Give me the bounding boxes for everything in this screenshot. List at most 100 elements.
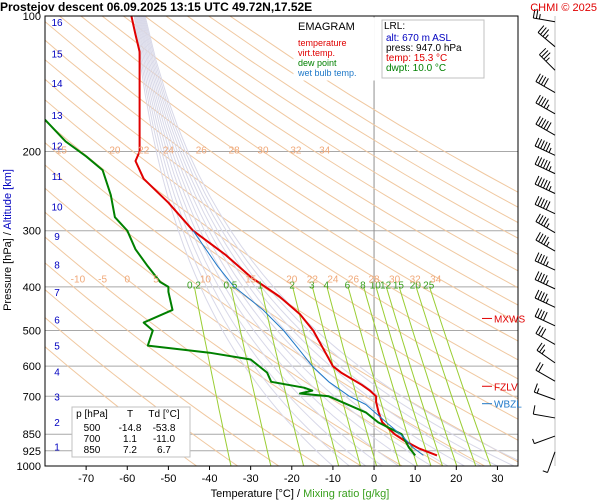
mixing-ratio-line bbox=[230, 286, 272, 466]
mixing-ratio-line bbox=[326, 286, 378, 466]
wind-barb bbox=[534, 175, 556, 194]
moist-adiabat bbox=[137, 16, 399, 466]
level-label-fzlv: FZLV bbox=[494, 382, 518, 393]
adiabat-label: 32 bbox=[410, 274, 422, 285]
x-axis-title-separator: / bbox=[294, 488, 303, 500]
dry-adiabat bbox=[45, 211, 403, 466]
pressure-tick-label: 100 bbox=[23, 11, 41, 23]
x-tick-label: -10 bbox=[325, 473, 341, 485]
lrl-line: alt: 670 m ASL bbox=[386, 33, 451, 44]
moist-adiabat bbox=[142, 16, 498, 466]
adiabat-label: 15 bbox=[245, 274, 257, 285]
wind-barb bbox=[534, 271, 556, 290]
dry-adiabat bbox=[80, 16, 518, 306]
moist-adiabat bbox=[136, 16, 383, 466]
pressure-tick-label: 600 bbox=[23, 361, 41, 373]
legend-box bbox=[293, 17, 375, 81]
dry-adiabat bbox=[187, 16, 518, 224]
mixing-ratio-label: 10 bbox=[370, 280, 382, 291]
adiabat-label: 20 bbox=[286, 274, 298, 285]
table-cell: 6.7 bbox=[157, 445, 171, 456]
wind-barb bbox=[533, 383, 556, 401]
wind-barb bbox=[534, 289, 556, 308]
lrl-box bbox=[381, 19, 485, 79]
adiabat-label-upper: 28 bbox=[229, 145, 241, 156]
wind-barb bbox=[532, 435, 556, 445]
mixing-ratio-label: 3 bbox=[309, 280, 315, 291]
mixing-ratio-label: 8 bbox=[360, 280, 366, 291]
dry-adiabat bbox=[165, 16, 518, 239]
dry-adiabat bbox=[45, 120, 518, 441]
lrl-line: temp: 15.3 °C bbox=[386, 53, 447, 64]
adiabat-label-upper: 24 bbox=[163, 145, 175, 156]
wind-barb bbox=[539, 47, 556, 71]
pressure-tick-label: 400 bbox=[23, 282, 41, 294]
altitude-tick-label: 16 bbox=[51, 18, 63, 29]
mixing-ratio-label: 4 bbox=[324, 280, 330, 291]
table-header: Td [°C] bbox=[148, 409, 179, 420]
altitude-tick-label: 8 bbox=[54, 261, 60, 272]
legend-entry: wet bulb temp. bbox=[297, 68, 357, 78]
wind-barb bbox=[535, 325, 556, 345]
x-tick-label: -30 bbox=[243, 473, 259, 485]
mixing-ratio-line bbox=[193, 286, 232, 466]
altitude-tick-label: 12 bbox=[51, 142, 63, 153]
y-axis-title-separator: / bbox=[2, 230, 14, 239]
grid-layer bbox=[45, 15, 518, 467]
mixing-ratio-label: 2 bbox=[289, 280, 295, 291]
legend-entry: virt.temp. bbox=[298, 48, 335, 58]
adiabat-label-upper: 15 bbox=[56, 145, 68, 156]
dry-adiabat bbox=[45, 141, 518, 463]
mixing-ratio-label: 25 bbox=[423, 280, 435, 291]
dry-adiabat bbox=[208, 16, 518, 208]
dry-adiabat bbox=[45, 20, 518, 342]
x-tick-label: -40 bbox=[202, 473, 218, 485]
moist-adiabat bbox=[144, 16, 518, 461]
mixing-ratio-label: 6 bbox=[345, 280, 351, 291]
adiabat-label: 34 bbox=[430, 274, 442, 285]
adiabat-label: 0 bbox=[124, 274, 130, 285]
wind-barb bbox=[534, 195, 556, 215]
dry-adiabat bbox=[123, 16, 518, 272]
x-axis-title-temperature: Temperature [°C] bbox=[211, 488, 294, 500]
plot-area bbox=[45, 16, 518, 466]
moist-adiabat bbox=[135, 16, 367, 466]
adiabat-label-upper: 30 bbox=[257, 145, 269, 156]
level-label-wbzl: WBZL bbox=[494, 400, 522, 411]
dry-adiabat bbox=[144, 16, 518, 255]
adiabat-label: 28 bbox=[368, 274, 380, 285]
lrl-title: LRL: bbox=[384, 21, 405, 32]
adiabat-label: 26 bbox=[348, 274, 360, 285]
mixing-ratio-label: 0.5 bbox=[223, 280, 237, 291]
table-box bbox=[71, 406, 191, 458]
x-axis-title-mixing-ratio: Mixing ratio [g/kg] bbox=[303, 488, 389, 500]
dry-adiabat bbox=[45, 316, 238, 466]
dry-adiabat bbox=[45, 39, 518, 361]
table-cell: 7.2 bbox=[123, 445, 137, 456]
altitude-tick-label: 1 bbox=[54, 442, 60, 453]
profile-layer bbox=[45, 16, 438, 457]
altitude-tick-label: 4 bbox=[54, 367, 60, 378]
wind-barb bbox=[532, 9, 556, 23]
altitude-tick-label: 13 bbox=[51, 111, 63, 122]
wind-barb bbox=[534, 308, 556, 327]
axes-layer: 0.2 0.5 1 2 3 4 6 8 10 12 15 20 25-10 -5 0 5 10 15 20 22 24 2… bbox=[17, 11, 519, 485]
mixing-ratio-line bbox=[260, 286, 305, 466]
y-axis-title-altitude: Altitude [km] bbox=[2, 169, 14, 230]
altitude-tick-label: 5 bbox=[54, 342, 60, 353]
table-cell: 500 bbox=[84, 423, 101, 434]
mixing-ratio-label: 20 bbox=[410, 280, 422, 291]
mixing-ratio-label: 1 bbox=[257, 280, 263, 291]
moist-adiabat bbox=[141, 16, 465, 466]
pressure-tick-label: 500 bbox=[23, 326, 41, 338]
table-header: T bbox=[127, 409, 133, 420]
table-cell: 1.1 bbox=[123, 434, 137, 445]
mixing-ratio-line bbox=[311, 286, 361, 466]
adiabat-label: 22 bbox=[307, 274, 319, 285]
legend-title: EMAGRAM bbox=[298, 21, 355, 33]
altitude-tick-label: 2 bbox=[54, 418, 60, 429]
